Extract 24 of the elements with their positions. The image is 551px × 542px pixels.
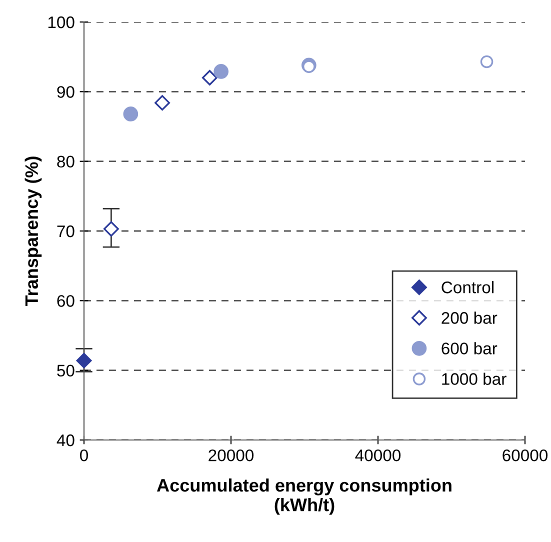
x-tick-label: 60000: [502, 449, 548, 462]
y-axis-title: Transparency (%): [24, 156, 42, 306]
y-tick-label: 80: [57, 156, 74, 168]
legend-label: 200 bar: [442, 312, 498, 324]
x-axis-title: Accumulated energy consumption (kWh/t): [156, 478, 452, 515]
legend-label: 600 bar: [442, 342, 498, 354]
x-tick-label: 20000: [208, 449, 254, 462]
y-tick-label: 50: [57, 364, 74, 377]
y-tick-label: 100: [48, 16, 74, 28]
y-tick-label: 70: [57, 225, 74, 238]
point: [123, 106, 138, 122]
legend-label: Control: [442, 281, 494, 294]
legend-label: 1000 bar: [442, 372, 506, 385]
y-tick-label: 60: [57, 295, 74, 307]
point: [76, 352, 92, 368]
point: [214, 64, 229, 79]
point: [202, 70, 218, 86]
y-tick-label: 40: [56, 434, 74, 446]
y-tick-label: 90: [57, 86, 74, 98]
point: [154, 95, 170, 111]
x-tick-label: 0: [80, 449, 88, 462]
point: [103, 221, 119, 237]
point: [480, 55, 494, 68]
x-tick-label: 40000: [355, 449, 401, 462]
